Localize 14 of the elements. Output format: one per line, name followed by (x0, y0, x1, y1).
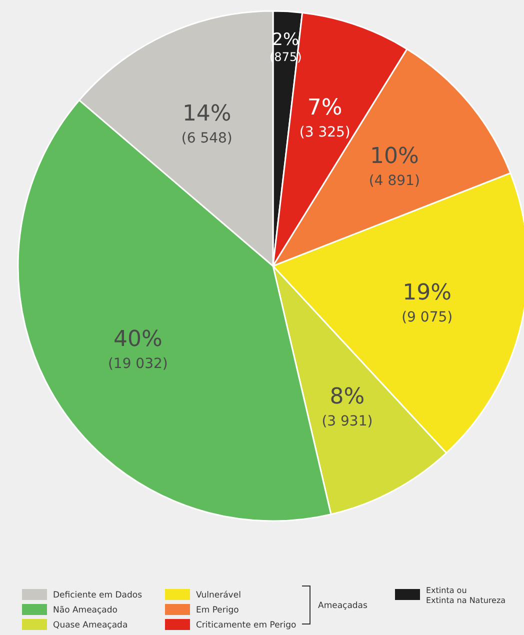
legend-label: Extinta ou Extinta na Natureza (426, 586, 506, 605)
data-label: 19% (9 075) (402, 280, 453, 326)
legend-label: Quase Ameaçada (53, 620, 128, 630)
data-label: 40% (19 032) (108, 327, 168, 372)
legend-label: Em Perigo (196, 606, 239, 616)
legend-label: Criticamente em Perigo (196, 620, 296, 630)
data-label: 8% (3 931) (322, 384, 373, 430)
legend-label: Não Ameaçado (53, 606, 118, 616)
legend-label: Vulnerável (196, 590, 241, 600)
legend-label: Deficiente em Dados (53, 590, 143, 600)
data-label: 14% (6 548) (181, 101, 232, 146)
data-label: 7% (3 325) (299, 96, 350, 141)
data-label: 10% (4 891) (368, 144, 420, 189)
text: Ameaçadas (318, 601, 368, 611)
